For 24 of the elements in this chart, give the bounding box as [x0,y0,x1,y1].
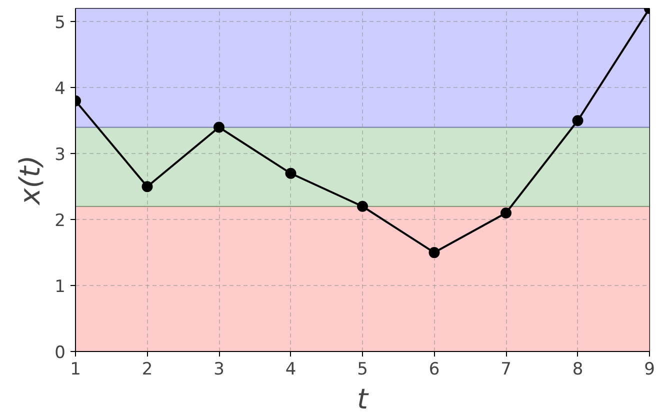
x-tick-label: 1 [70,360,81,380]
y-tick-label: 1 [54,277,66,298]
x-tick-label: 7 [500,360,512,380]
x-tick-label: 8 [572,360,584,380]
point [500,207,512,218]
x-tick-label: 2 [142,360,153,380]
y-tick-label: 5 [54,13,66,34]
y-axis-title: x(t) [14,155,47,206]
y-tick-label: 4 [54,79,66,100]
point [357,200,368,212]
point [572,115,584,126]
x-tick-label: 5 [357,360,368,380]
x-tick-label: 6 [428,360,440,380]
point [428,247,440,258]
point [142,181,153,192]
y-tick-label: 2 [54,211,66,232]
point [285,168,296,179]
y-tick-label: 3 [54,145,66,166]
x-tick-label: 9 [644,360,655,380]
y-tick-label: 0 [54,343,66,363]
x-tick-label: 3 [214,360,224,380]
point [214,122,224,133]
x-axis-title: t [357,382,370,416]
x-tick-label: 4 [285,360,296,380]
